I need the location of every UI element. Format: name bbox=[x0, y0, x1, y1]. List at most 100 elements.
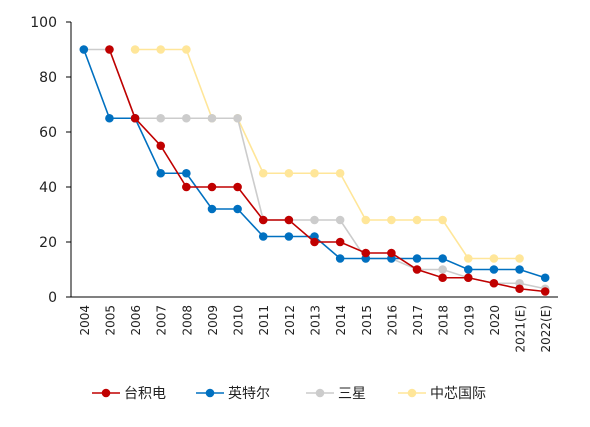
x-tick-label: 2004 bbox=[78, 305, 92, 336]
series-line bbox=[108, 49, 546, 293]
data-point bbox=[182, 168, 191, 178]
x-tick-label: 2010 bbox=[232, 305, 246, 336]
legend-item: 三星 bbox=[306, 386, 366, 402]
data-point bbox=[105, 113, 114, 123]
data-point bbox=[540, 287, 550, 296]
series-1 bbox=[79, 45, 550, 283]
data-point bbox=[335, 215, 345, 225]
data-point bbox=[463, 273, 473, 283]
legend-label: 中芯国际 bbox=[430, 386, 486, 402]
data-point bbox=[540, 273, 550, 283]
x-tick-label: 2016 bbox=[385, 305, 399, 336]
data-point bbox=[489, 265, 499, 274]
data-point bbox=[438, 254, 447, 263]
data-point bbox=[412, 265, 422, 274]
data-point bbox=[489, 278, 499, 288]
data-point bbox=[284, 168, 294, 178]
data-point bbox=[412, 254, 422, 263]
data-point bbox=[130, 45, 140, 54]
data-point bbox=[182, 45, 191, 54]
y-tick-label: 40 bbox=[39, 180, 57, 196]
data-point bbox=[310, 168, 319, 178]
data-point bbox=[284, 232, 294, 241]
data-point bbox=[182, 113, 191, 123]
legend-marker bbox=[101, 388, 111, 398]
legend-item: 中芯国际 bbox=[398, 386, 486, 402]
data-point bbox=[105, 45, 114, 54]
x-tick-label: 2018 bbox=[437, 305, 451, 336]
y-tick-label: 100 bbox=[30, 15, 57, 31]
data-point bbox=[310, 215, 319, 225]
legend-marker bbox=[205, 388, 215, 398]
legend-label: 英特尔 bbox=[228, 385, 270, 402]
series-line bbox=[135, 48, 520, 260]
data-point bbox=[258, 215, 268, 225]
x-tick-label: 2017 bbox=[411, 305, 425, 336]
x-axis: 2004 2005 2006 2007 2008 2009 2010 2011 2012 2013… bbox=[71, 296, 558, 352]
legend-item: 英特尔 bbox=[196, 385, 270, 402]
data-point bbox=[207, 182, 217, 192]
legend-label: 三星 bbox=[338, 386, 366, 402]
series-0 bbox=[105, 45, 550, 296]
data-point bbox=[515, 265, 524, 274]
data-point bbox=[156, 168, 166, 178]
x-tick-label: 2011 bbox=[257, 305, 271, 336]
legend-item: 台积电 bbox=[92, 386, 166, 402]
data-point bbox=[463, 265, 473, 274]
x-tick-label: 2008 bbox=[180, 305, 194, 336]
data-point bbox=[156, 113, 166, 123]
data-point bbox=[156, 141, 166, 151]
data-point bbox=[233, 182, 242, 192]
data-point bbox=[207, 204, 217, 214]
x-tick-label: 2020 bbox=[488, 305, 502, 336]
data-point bbox=[515, 284, 524, 294]
data-point bbox=[258, 168, 268, 178]
y-tick-label: 0 bbox=[48, 290, 57, 306]
legend-marker bbox=[407, 388, 417, 398]
data-point bbox=[182, 182, 191, 192]
x-tick-label: 2014 bbox=[334, 305, 348, 336]
data-point bbox=[335, 254, 345, 263]
data-point bbox=[438, 215, 447, 225]
data-point bbox=[310, 237, 319, 247]
x-tick-label: 2007 bbox=[155, 305, 169, 336]
x-tick-label: 2009 bbox=[206, 305, 220, 336]
x-tick-label: 2012 bbox=[283, 305, 297, 336]
y-axis: 0 20 40 60 80 100 bbox=[30, 15, 72, 306]
data-point bbox=[438, 273, 447, 283]
legend-marker bbox=[315, 388, 325, 398]
x-tick-label: 2013 bbox=[309, 305, 323, 336]
data-point bbox=[361, 215, 371, 225]
x-tick-label: 2006 bbox=[129, 305, 143, 336]
x-tick-label: 2005 bbox=[103, 305, 117, 336]
data-point bbox=[412, 215, 422, 225]
data-point bbox=[284, 215, 294, 225]
data-point bbox=[207, 113, 217, 123]
data-point bbox=[463, 254, 473, 263]
data-point bbox=[361, 248, 371, 258]
y-tick-label: 20 bbox=[39, 235, 57, 251]
data-point bbox=[438, 265, 447, 274]
data-point bbox=[387, 248, 396, 258]
data-point bbox=[156, 45, 166, 54]
legend: 台积电 英特尔 三星 中芯国际 bbox=[92, 385, 486, 402]
data-point bbox=[489, 254, 499, 263]
x-tick-label: 2022(E) bbox=[539, 305, 553, 352]
data-point bbox=[233, 113, 242, 123]
data-point bbox=[335, 237, 345, 247]
x-tick-label: 2021(E) bbox=[514, 305, 528, 352]
data-point bbox=[233, 204, 242, 214]
series-3 bbox=[130, 45, 524, 263]
y-tick-label: 60 bbox=[39, 125, 57, 141]
data-point bbox=[335, 168, 345, 178]
data-point bbox=[130, 113, 140, 123]
data-point bbox=[258, 232, 268, 241]
x-tick-label: 2015 bbox=[360, 305, 374, 336]
data-point bbox=[515, 254, 524, 263]
y-tick-label: 80 bbox=[39, 70, 57, 86]
series-lines bbox=[79, 45, 550, 296]
x-tick-label: 2019 bbox=[462, 305, 476, 336]
data-point bbox=[387, 215, 396, 225]
